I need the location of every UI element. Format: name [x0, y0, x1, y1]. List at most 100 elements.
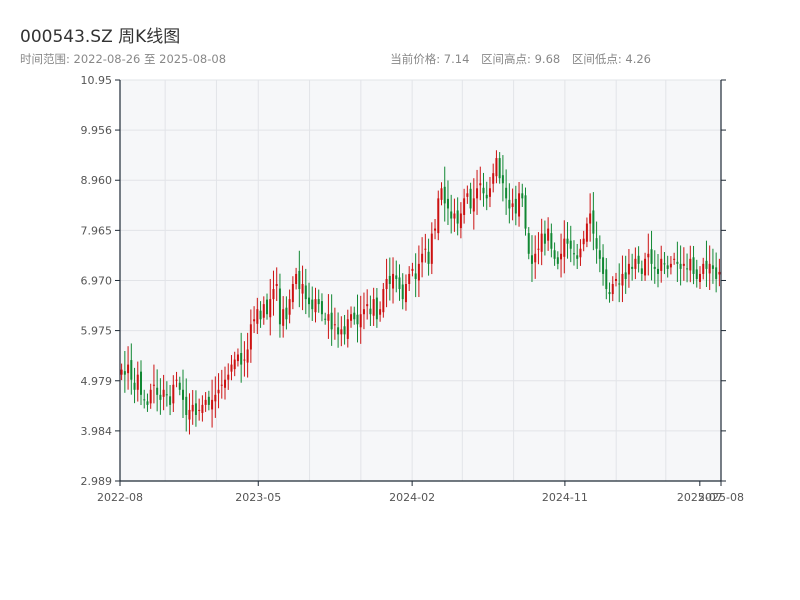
candle-body: [511, 203, 514, 207]
candle-body: [375, 297, 378, 320]
range-low: 区间低点: 4.26: [571, 52, 651, 66]
candle-body: [162, 389, 165, 397]
candle-body: [692, 257, 695, 274]
candle-body: [718, 271, 721, 275]
candle-body: [392, 273, 395, 289]
candle-body: [401, 284, 404, 300]
candle-body: [385, 278, 388, 290]
x-tick-label: 2024-11: [542, 491, 588, 504]
candle-body: [214, 394, 217, 402]
candle-body: [430, 233, 433, 264]
candle-body: [488, 188, 491, 197]
candle-body: [611, 284, 614, 295]
candle-body: [327, 314, 330, 321]
candle-body: [152, 384, 155, 386]
candle-body: [411, 268, 414, 271]
candle-body: [350, 314, 353, 321]
candle-body: [304, 285, 307, 300]
y-tick-label: 7.965: [81, 224, 113, 237]
candle-body: [585, 223, 588, 242]
candle-body: [466, 193, 469, 197]
candle-body: [379, 309, 382, 315]
x-tick-label: 2023-05: [235, 491, 281, 504]
candle-body: [185, 396, 188, 415]
candle-body: [314, 299, 317, 313]
y-tick-label: 3.984: [81, 425, 113, 438]
y-tick-label: 5.975: [81, 325, 113, 338]
candle-body: [527, 233, 530, 254]
x-tick-label: 2025-07: [677, 491, 723, 504]
candle-body: [201, 404, 204, 413]
candle-body: [650, 249, 653, 264]
candle-body: [395, 275, 398, 279]
candle-body: [149, 389, 152, 404]
candle-body: [146, 401, 149, 405]
candle-body: [424, 248, 427, 250]
candle-body: [501, 175, 504, 184]
candle-body: [540, 233, 543, 252]
candle-body: [618, 283, 621, 285]
candles: [120, 150, 721, 435]
candle-body: [191, 404, 194, 412]
candle-body: [686, 268, 689, 270]
candle-body: [301, 284, 304, 294]
candle-body: [524, 195, 527, 229]
candle-body: [372, 299, 375, 316]
candle-body: [230, 364, 233, 372]
candle-body: [127, 364, 130, 374]
candle-body: [595, 238, 598, 249]
y-tick-label: 9.956: [81, 124, 113, 137]
candle-body: [243, 359, 246, 361]
candle-body: [417, 263, 420, 281]
candle-body: [408, 273, 411, 285]
candle-body: [695, 269, 698, 279]
candle-body: [682, 263, 685, 266]
candle-body: [669, 263, 672, 268]
candle-body: [123, 371, 126, 375]
candle-body: [291, 284, 294, 303]
candle-body: [485, 194, 488, 199]
candle-body: [569, 240, 572, 249]
candle-body: [598, 250, 601, 259]
candle-body: [236, 354, 239, 362]
candle-body: [560, 253, 563, 260]
candle-body: [446, 198, 449, 209]
candle-body: [492, 173, 495, 184]
candle-body: [647, 253, 650, 258]
candle-body: [592, 210, 595, 234]
candle-body: [130, 360, 133, 380]
candle-body: [382, 289, 385, 313]
candle-body: [140, 371, 143, 395]
candle-body: [711, 265, 714, 269]
candle-body: [388, 275, 391, 285]
candle-body: [233, 359, 236, 370]
candle-body: [469, 188, 472, 209]
candle-body: [421, 253, 424, 263]
candle-body: [495, 158, 498, 177]
candle-body: [285, 307, 288, 320]
candle-body: [698, 273, 701, 282]
candle-body: [330, 312, 333, 330]
candle-body: [705, 260, 708, 269]
candle-body: [631, 266, 634, 269]
candle-body: [514, 198, 517, 214]
candle-body: [547, 228, 550, 241]
candle-body: [278, 288, 281, 325]
candle-body: [282, 309, 285, 326]
candle-body: [576, 255, 579, 259]
candle-body: [217, 389, 220, 394]
candle-body: [246, 349, 249, 363]
candle-body: [530, 255, 533, 264]
candle-body: [537, 248, 540, 250]
candle-body: [204, 399, 207, 405]
candle-body: [640, 268, 643, 274]
candle-body: [169, 396, 172, 405]
candle-body: [136, 374, 139, 390]
candle-body: [589, 213, 592, 224]
candle-body: [295, 273, 298, 285]
candle-body: [240, 353, 243, 365]
y-tick-label: 2.989: [81, 475, 113, 488]
candle-body: [479, 183, 482, 186]
candle-body: [369, 308, 372, 315]
candle-body: [702, 263, 705, 274]
